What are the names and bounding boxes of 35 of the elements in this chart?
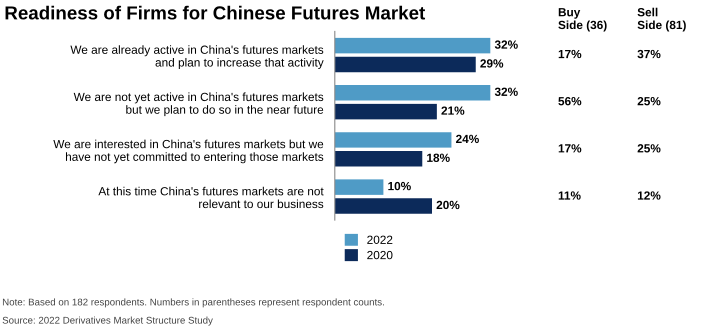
text: 11% <box>558 191 581 200</box>
text: 37% <box>637 50 661 58</box>
y-tick-label: We are already active in China's futures markets and plan to increase that activity <box>70 45 324 69</box>
text: 12% <box>638 191 661 200</box>
text: Buy Side (36) <box>558 8 607 32</box>
bar <box>334 104 437 120</box>
legend-label: 2020 <box>367 250 392 260</box>
bar <box>334 179 384 195</box>
data-label: 29% <box>480 59 504 68</box>
data-label: 32% <box>494 40 518 49</box>
y-tick-label: At this time China's futures markets are not relevant to our business <box>98 186 324 208</box>
y-tick-label: We are not yet active in China's futures markets but we plan to do so in the near future <box>74 92 324 116</box>
bar <box>334 56 476 72</box>
data-label: 24% <box>456 134 479 144</box>
y-tick-label: We are interested in China's futures markets but we have not yet committed to entering those markets <box>53 140 324 164</box>
bar <box>334 132 452 148</box>
chart-title: Readiness of Firms for Chinese Futures Market <box>6 6 426 20</box>
bar <box>334 151 422 167</box>
text: 17% <box>558 50 582 58</box>
bar <box>334 198 432 214</box>
text: Note: Based on 182 respondents. Numbers in parentheses represent respondent counts. <box>2 298 384 308</box>
text: 56% <box>558 97 582 106</box>
legend-label: 2022 <box>367 236 392 244</box>
data-label: 18% <box>427 154 450 162</box>
data-label: 10% <box>388 182 411 190</box>
bar <box>334 85 490 100</box>
bar <box>334 38 490 54</box>
data-label: 21% <box>441 106 464 115</box>
text: Sell Side (81) <box>638 8 686 32</box>
text: 25% <box>638 97 661 106</box>
data-label: 32% <box>494 88 518 96</box>
data-label: 20% <box>436 200 460 210</box>
source-note: Source: 2022 Derivatives Market Structure Study <box>2 316 213 326</box>
text: 17% <box>558 144 582 153</box>
text: 25% <box>638 144 661 153</box>
